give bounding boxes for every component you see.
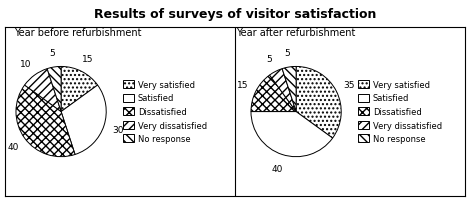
Wedge shape (61, 67, 98, 112)
Wedge shape (251, 112, 333, 157)
Text: 5: 5 (284, 49, 290, 58)
Wedge shape (296, 67, 341, 138)
Text: Year before refurbishment: Year before refurbishment (14, 28, 141, 38)
Wedge shape (24, 69, 61, 112)
Text: 40: 40 (272, 164, 283, 173)
Text: 15: 15 (237, 81, 249, 90)
Wedge shape (270, 69, 296, 112)
Legend: Very satisfied, Satisfied, Dissatisfied, Very dissatisfied, No response: Very satisfied, Satisfied, Dissatisfied,… (356, 79, 443, 145)
Text: 35: 35 (344, 81, 355, 90)
Text: 30: 30 (112, 126, 124, 135)
Text: 5: 5 (49, 49, 55, 58)
Wedge shape (61, 86, 106, 155)
Text: 10: 10 (20, 60, 32, 69)
Wedge shape (251, 76, 296, 112)
Wedge shape (282, 67, 296, 112)
Text: Year after refurbishment: Year after refurbishment (236, 28, 356, 38)
Legend: Very satisfied, Satisfied, Dissatisfied, Very dissatisfied, No response: Very satisfied, Satisfied, Dissatisfied,… (121, 79, 208, 145)
Wedge shape (16, 86, 75, 157)
Text: 5: 5 (266, 55, 272, 64)
Text: 40: 40 (7, 142, 19, 151)
Wedge shape (47, 67, 61, 112)
Text: Results of surveys of visitor satisfaction: Results of surveys of visitor satisfacti… (94, 8, 376, 21)
Text: 15: 15 (82, 55, 94, 64)
